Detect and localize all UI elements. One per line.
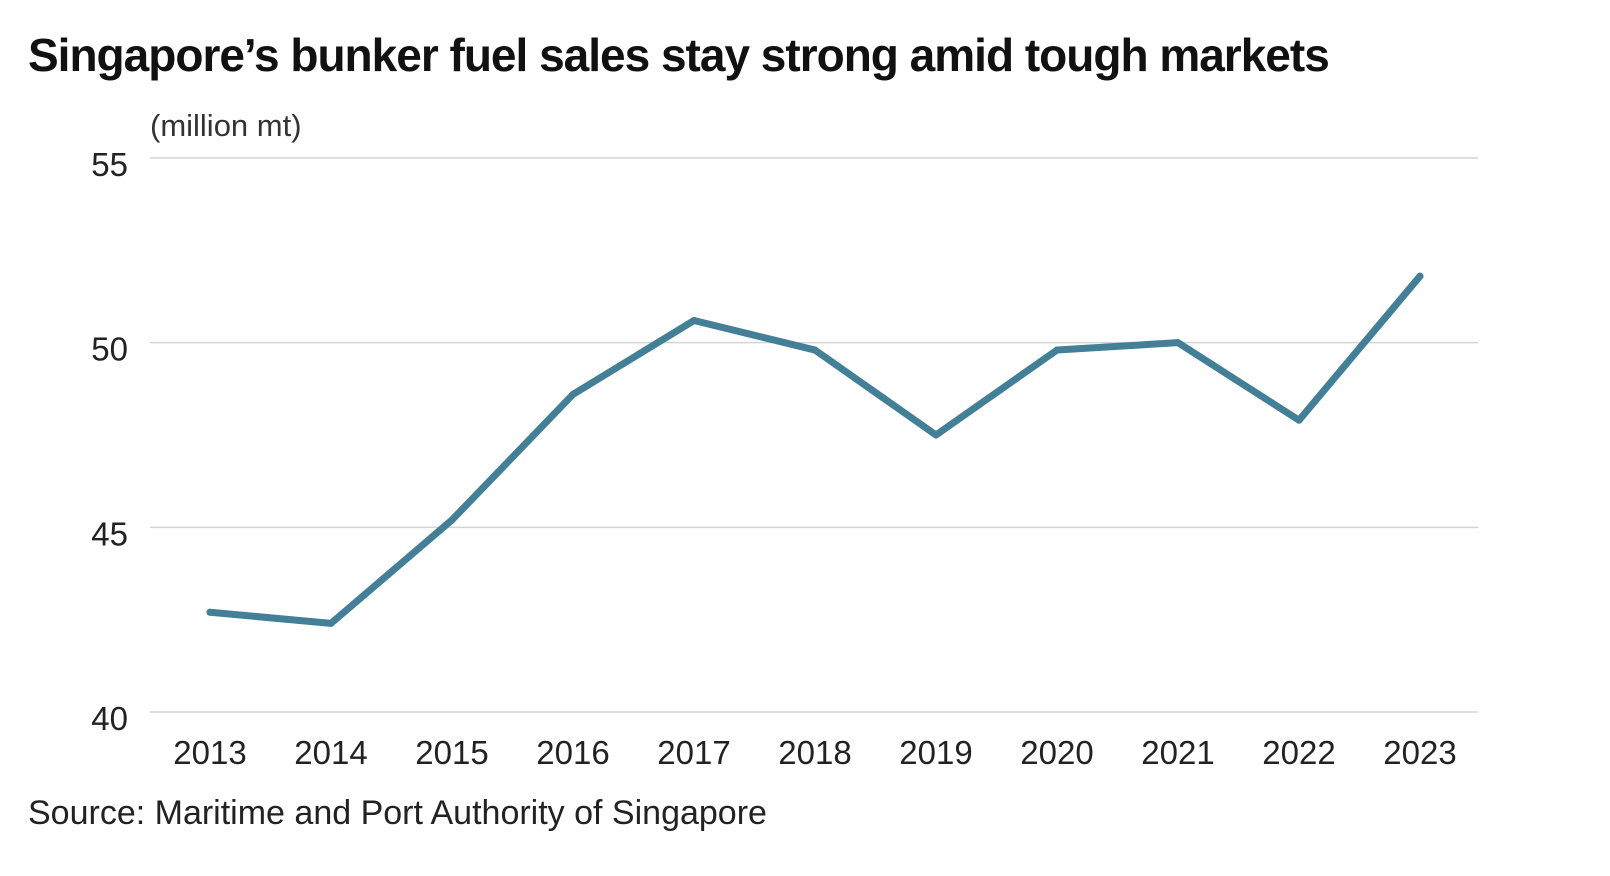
chart-title: Singapore’s bunker fuel sales stay stron… <box>28 29 1330 81</box>
data-point-2019 <box>932 431 940 439</box>
x-tick-label: 2022 <box>1262 734 1335 771</box>
y-tick-label: 50 <box>91 331 128 368</box>
x-tick-label: 2017 <box>657 734 730 771</box>
x-tick-label: 2023 <box>1383 734 1456 771</box>
x-tick-label: 2016 <box>536 734 609 771</box>
gridlines <box>150 157 1478 713</box>
data-point-2014 <box>327 619 335 627</box>
x-tick-label: 2021 <box>1141 734 1214 771</box>
x-axis-ticks: 2013 2014 2015 2016 2017 2018 2019 2020 2021 2022… <box>173 734 1456 771</box>
y-tick-label: 55 <box>91 146 128 183</box>
y-axis-ticks: 40 45 50 55 <box>91 146 128 737</box>
data-point-2020 <box>1053 346 1061 354</box>
data-point-2022 <box>1295 416 1303 424</box>
x-tick-label: 2015 <box>415 734 488 771</box>
data-point-2016 <box>569 390 577 398</box>
series-layer <box>206 272 1424 627</box>
data-point-2013 <box>206 608 214 616</box>
y-tick-label: 40 <box>91 700 128 737</box>
data-point-2015 <box>448 516 456 524</box>
data-point-2017 <box>690 317 698 325</box>
data-point-2023 <box>1416 272 1424 280</box>
x-tick-label: 2014 <box>294 734 367 771</box>
data-point-2018 <box>811 346 819 354</box>
x-tick-label: 2018 <box>778 734 851 771</box>
x-tick-label: 2019 <box>899 734 972 771</box>
data-point-2021 <box>1174 339 1182 347</box>
y-axis-unit-label: (million mt) <box>150 108 302 143</box>
x-tick-label: 2020 <box>1020 734 1093 771</box>
x-tick-label: 2013 <box>173 734 246 771</box>
y-tick-label: 45 <box>91 515 128 552</box>
series-line-0 <box>206 272 1424 627</box>
source-note: Source: Maritime and Port Authority of S… <box>28 794 767 832</box>
